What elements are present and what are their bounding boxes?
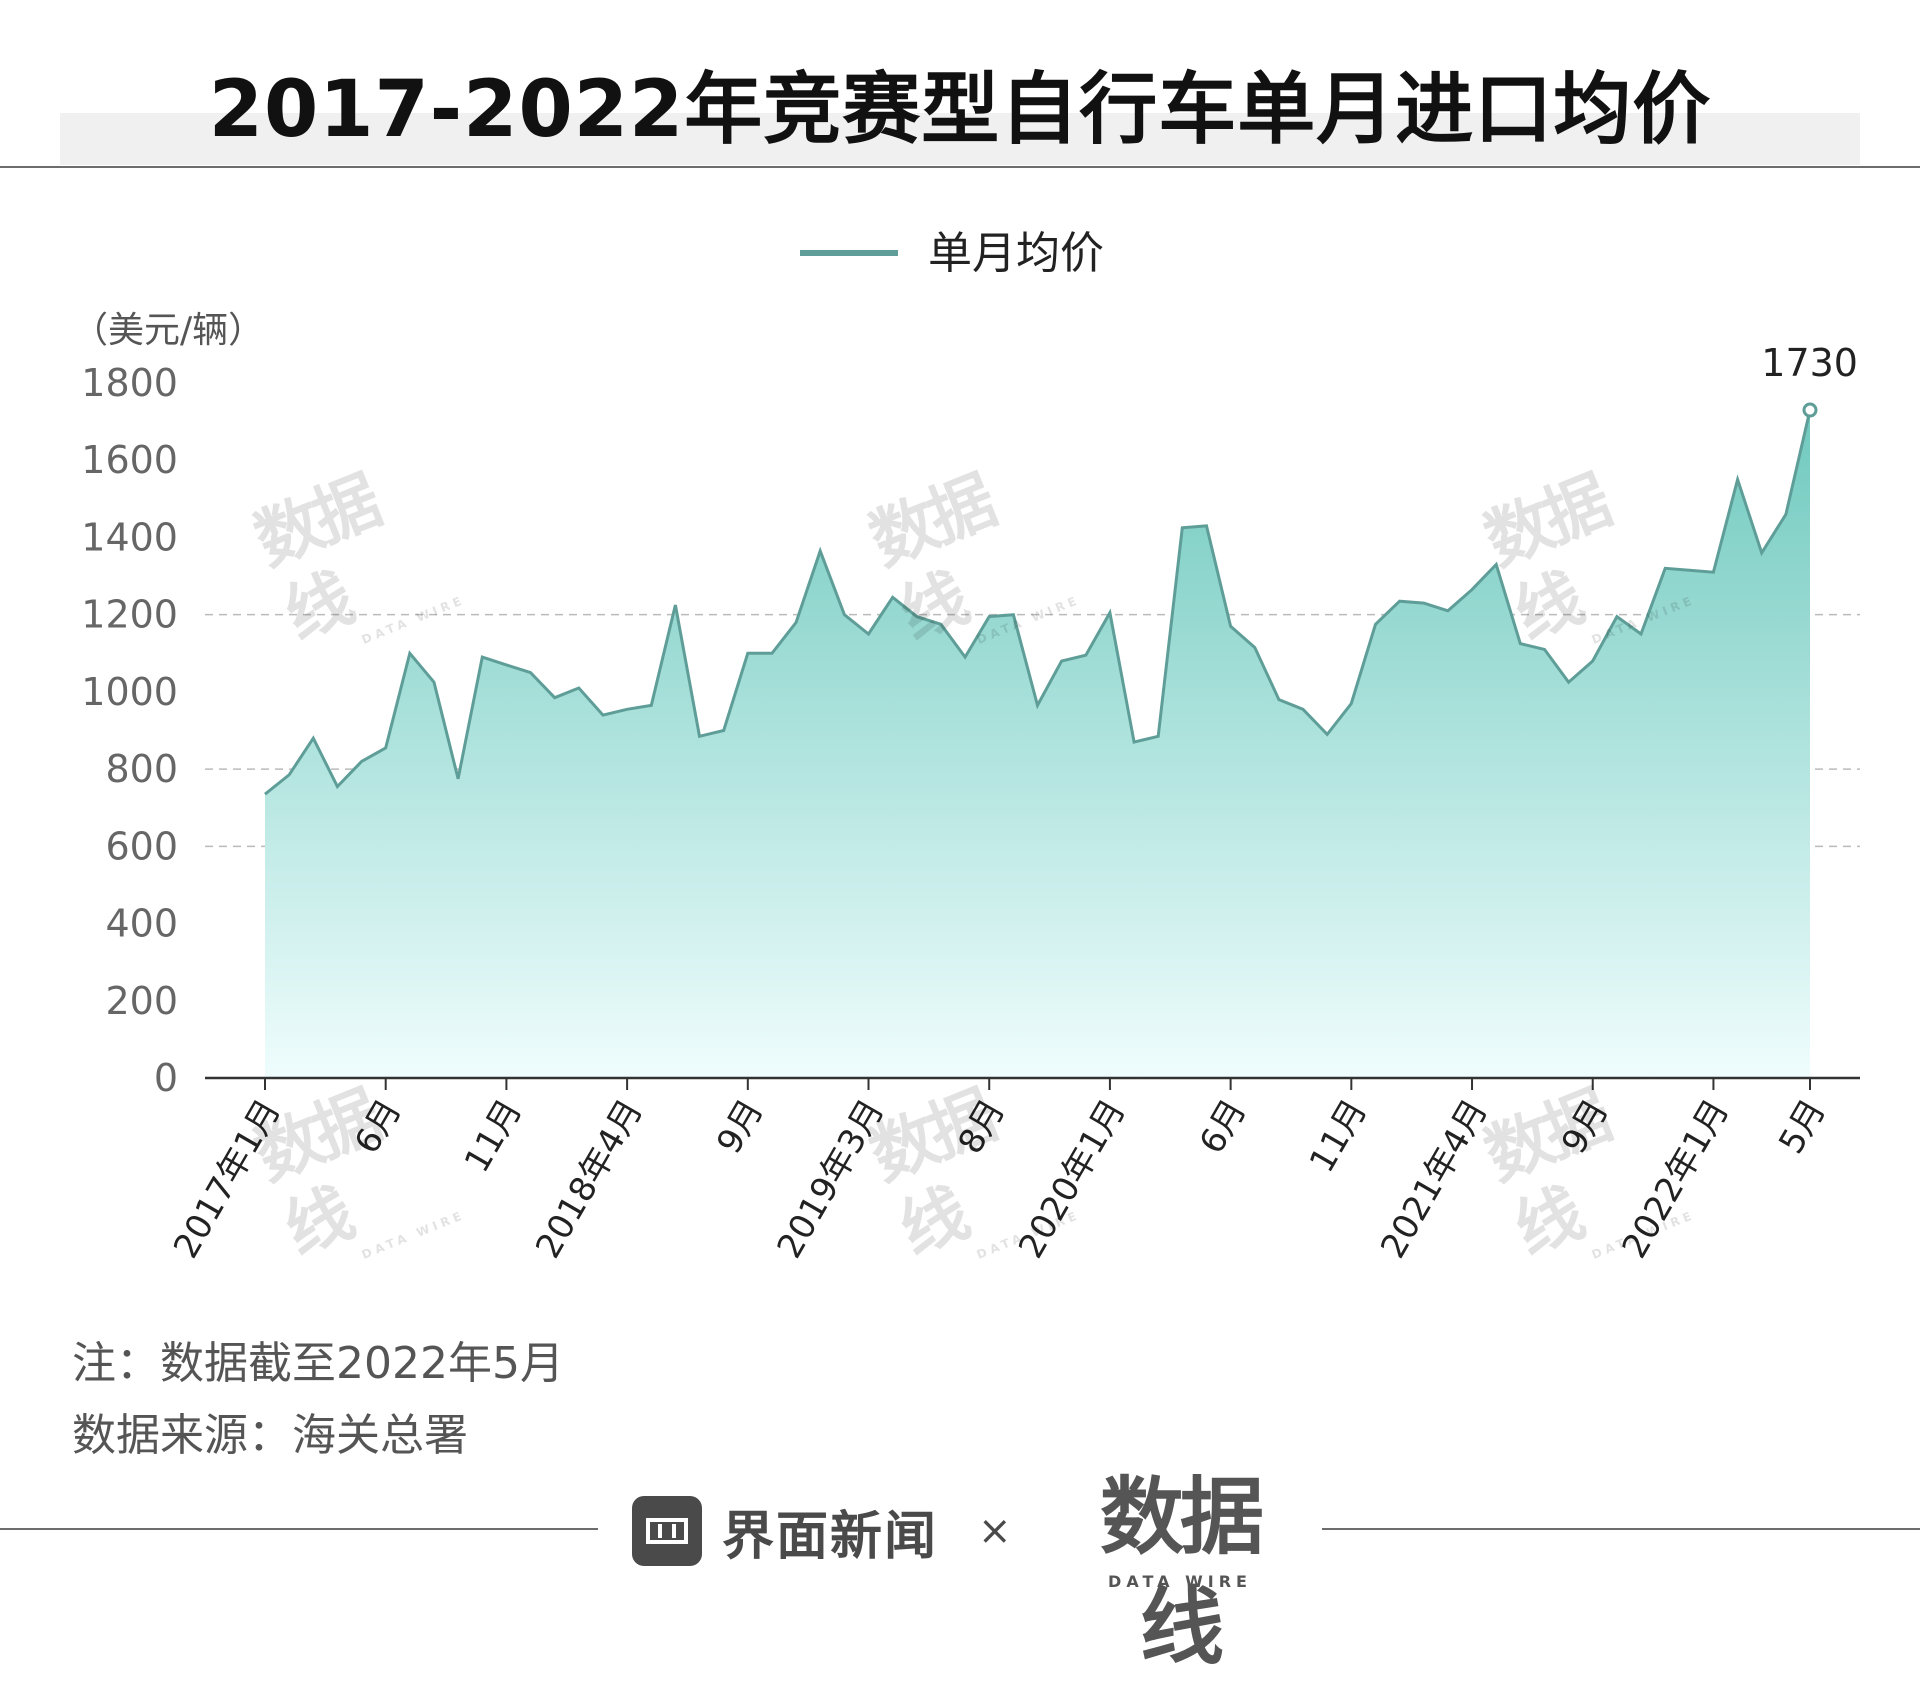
datawire-logo-subtext: DATA WIRE <box>1108 1572 1252 1591</box>
y-tick-label: 1800 <box>81 361 178 405</box>
area-chart: 单月均价 （美元/辆） 0 200 400 600 800 1000 1200 1400 160… <box>72 228 1860 1266</box>
y-tick-labels: 0 200 400 600 800 1000 1200 1400 1600 1800 <box>81 361 178 1100</box>
chart-title: 2017-2022年竞赛型自行车单月进口均价 <box>208 65 1712 155</box>
y-tick-label: 200 <box>105 979 178 1023</box>
y-tick-label: 0 <box>154 1056 178 1100</box>
y-tick-label: 1000 <box>81 670 178 714</box>
y-axis-unit-label: （美元/辆） <box>72 310 264 351</box>
brand-name: 界面新闻 <box>722 1506 939 1567</box>
legend: 单月均价 <box>800 228 1104 279</box>
title-band <box>60 113 1860 165</box>
y-tick-label: 800 <box>105 747 178 791</box>
y-tick-label: 600 <box>105 824 178 868</box>
footer-brand: 界面新闻 × <box>632 1494 1012 1568</box>
area-fill <box>265 410 1810 1078</box>
legend-label: 单月均价 <box>928 228 1104 279</box>
y-tick-label: 1200 <box>81 593 178 637</box>
jiemian-logo-icon <box>632 1496 702 1566</box>
y-tick-label: 400 <box>105 902 178 946</box>
x-tick-label: 9月 <box>709 1093 771 1161</box>
x-tick-label: 2018年4月 <box>528 1093 651 1266</box>
datawire-logo: 数据线 DATA WIRE <box>1070 1462 1290 1676</box>
title-divider <box>0 166 1920 168</box>
x-tick-label: 11月 <box>457 1093 530 1180</box>
note-source: 数据来源：海关总署 <box>72 1410 468 1461</box>
y-tick-label: 1400 <box>81 515 178 559</box>
latest-value-label: 1730 <box>1761 341 1858 385</box>
x-tick-label: 11月 <box>1302 1093 1375 1180</box>
footer-left-rule <box>0 1528 598 1530</box>
series-line <box>264 409 1812 796</box>
notes: 注：数据截至2022年5月 数据来源：海关总署 <box>72 1328 564 1472</box>
x-tick-marks <box>264 1078 1811 1090</box>
y-tick-label: 1600 <box>81 438 178 482</box>
x-tick-label: 5月 <box>1771 1093 1833 1161</box>
note-cutoff: 注：数据截至2022年5月 <box>72 1338 564 1389</box>
latest-value-marker <box>1802 402 1818 418</box>
brand-separator: × <box>978 1508 1012 1554</box>
footer-right-rule <box>1322 1528 1920 1530</box>
x-tick-label: 6月 <box>1192 1093 1254 1161</box>
x-tick-label: 2021年4月 <box>1373 1093 1496 1266</box>
